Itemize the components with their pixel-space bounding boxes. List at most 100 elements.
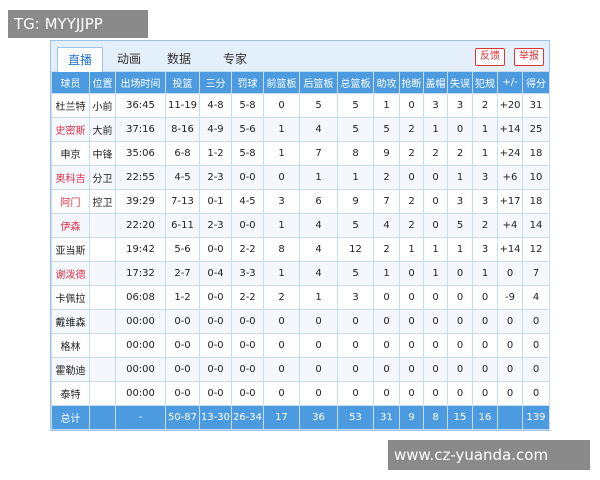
stat-cell: 7-13 (165, 189, 200, 214)
stat-cell: 17:32 (115, 261, 166, 286)
player-row: 格林 00:00 0-0 0-0 0-0 0 0 0 0 0 0 0 0 0 0 (51, 333, 550, 358)
player-name: 霍勒迪 (51, 357, 90, 382)
player-name: 杜兰特 (51, 93, 90, 118)
player-name: 谢泼德 (51, 261, 90, 286)
stat-cell (89, 357, 116, 382)
stat-cell: +14 (497, 117, 523, 142)
stat-cell: 0 (497, 357, 523, 382)
stat-cell: 00:00 (115, 333, 166, 358)
stat-cell: 9 (373, 141, 400, 166)
stat-cell: 4 (299, 237, 338, 262)
stat-cell: 0 (399, 165, 424, 190)
total-cell: 36 (299, 405, 338, 430)
stat-cell: 0-0 (231, 381, 264, 406)
stat-cell: 3 (447, 93, 473, 118)
stat-cell: 2-2 (231, 237, 264, 262)
stat-cell: 0-1 (199, 189, 232, 214)
stat-cell: 18 (522, 189, 550, 214)
total-cell: 50-87 (165, 405, 200, 430)
stat-cell (89, 381, 116, 406)
column-header: 盖帽 (423, 71, 448, 94)
stat-cell: 8 (263, 237, 300, 262)
stat-cell: 1-2 (165, 285, 200, 310)
stat-cell: 00:00 (115, 357, 166, 382)
stat-cell: 12 (522, 237, 550, 262)
stat-cell: 0 (472, 381, 498, 406)
stat-cell: 0-0 (199, 381, 232, 406)
stat-cell: 0 (447, 285, 473, 310)
stat-cell: 14 (522, 213, 550, 238)
stat-cell (89, 213, 116, 238)
player-row: 卡佩拉 06:08 1-2 0-0 2-2 2 1 3 0 0 0 0 0 -9 4 (51, 285, 550, 310)
stat-cell: 1 (472, 141, 498, 166)
total-cell: 26-34 (231, 405, 264, 430)
column-header: 出场时间 (115, 71, 166, 94)
stat-cell: 0 (399, 285, 424, 310)
stat-cell: 0 (522, 357, 550, 382)
tab[interactable]: 专家 (222, 52, 247, 66)
player-row: 奥科吉 分卫 22:55 4-5 2-3 0-0 0 1 1 2 0 0 1 3 +6 10 (51, 165, 550, 190)
total-cell: 8 (423, 405, 448, 430)
stat-cell: 0 (337, 309, 374, 334)
stat-cell: 0 (472, 285, 498, 310)
tab[interactable]: 数据 (166, 52, 191, 66)
stat-cell: 2 (399, 117, 424, 142)
stat-cell: 1 (263, 261, 300, 286)
stat-cell: 1 (337, 165, 374, 190)
stat-cell: 5 (337, 213, 374, 238)
stat-cell: 4 (373, 213, 400, 238)
stat-cell: 5-8 (231, 141, 264, 166)
stat-cell: 5 (337, 93, 374, 118)
column-header: 球员 (51, 71, 90, 94)
stat-cell: 1 (399, 237, 424, 262)
stat-cell: 0-0 (199, 309, 232, 334)
player-name: 亚当斯 (51, 237, 90, 262)
column-header: 犯规 (472, 71, 498, 94)
total-cell: 139 (522, 405, 550, 430)
stat-cell: 0 (447, 117, 473, 142)
stat-cell: 4-5 (231, 189, 264, 214)
stat-cell: 3 (447, 189, 473, 214)
player-row: 史密斯 大前 37:16 8-16 4-9 5-6 1 4 5 5 2 1 0 1 +14 25 (51, 117, 550, 142)
total-cell: 总计 (51, 405, 90, 430)
stat-cell: 6 (299, 189, 338, 214)
button[interactable]: 举报 (514, 48, 544, 66)
player-row: 霍勒迪 00:00 0-0 0-0 0-0 0 0 0 0 0 0 0 0 0 0 (51, 357, 550, 382)
stat-cell: 3 (337, 285, 374, 310)
stat-cell (89, 237, 116, 262)
stat-cell: 0 (522, 309, 550, 334)
stats-table: 球员 位置 出场时间 投篮 三分 罚球 前篮板 后篮板 总篮板 助攻 抢断 盖帽 失误 犯规 +/- 得分 杜… (51, 71, 550, 430)
player-row: 杜兰特 小前 36:45 11-19 4-8 5-8 0 5 5 1 0 3 3 2 +20 31 (51, 93, 550, 118)
total-cell: 15 (447, 405, 473, 430)
stat-cell: 3 (472, 237, 498, 262)
stat-cell: 0 (447, 309, 473, 334)
tab-bar: 直播 动画 数据 专家 反馈 举报 (51, 41, 549, 72)
player-name: 泰特 (51, 381, 90, 406)
stat-cell: 4 (299, 117, 338, 142)
stat-cell: 0 (399, 261, 424, 286)
stat-cell: 2 (399, 189, 424, 214)
stat-cell: 1 (373, 261, 400, 286)
stat-cell: 0 (337, 333, 374, 358)
stat-cell: 0 (263, 357, 300, 382)
button[interactable]: 反馈 (475, 48, 505, 66)
player-name: 奥科吉 (51, 165, 90, 190)
stat-cell: 0-0 (165, 357, 200, 382)
stat-cell: 0 (399, 381, 424, 406)
stat-cell: 0 (399, 93, 424, 118)
stat-cell: 10 (522, 165, 550, 190)
column-header: 抢断 (399, 71, 424, 94)
column-header: 总篮板 (337, 71, 374, 94)
stat-cell: 5 (337, 261, 374, 286)
tab[interactable]: 直播 (57, 47, 103, 72)
player-row: 申京 中锋 35:06 6-8 1-2 5-8 1 7 8 9 2 2 2 1 +24 18 (51, 141, 550, 166)
stat-cell: 1 (423, 237, 448, 262)
stat-cell: 2 (423, 141, 448, 166)
stat-cell: 18 (522, 141, 550, 166)
player-row: 阿门 控卫 39:29 7-13 0-1 4-5 3 6 9 7 2 0 3 3 +17 18 (51, 189, 550, 214)
stat-cell: 1 (373, 93, 400, 118)
column-header: 失误 (447, 71, 473, 94)
stat-cell: 2-3 (199, 165, 232, 190)
tab[interactable]: 动画 (116, 52, 141, 66)
